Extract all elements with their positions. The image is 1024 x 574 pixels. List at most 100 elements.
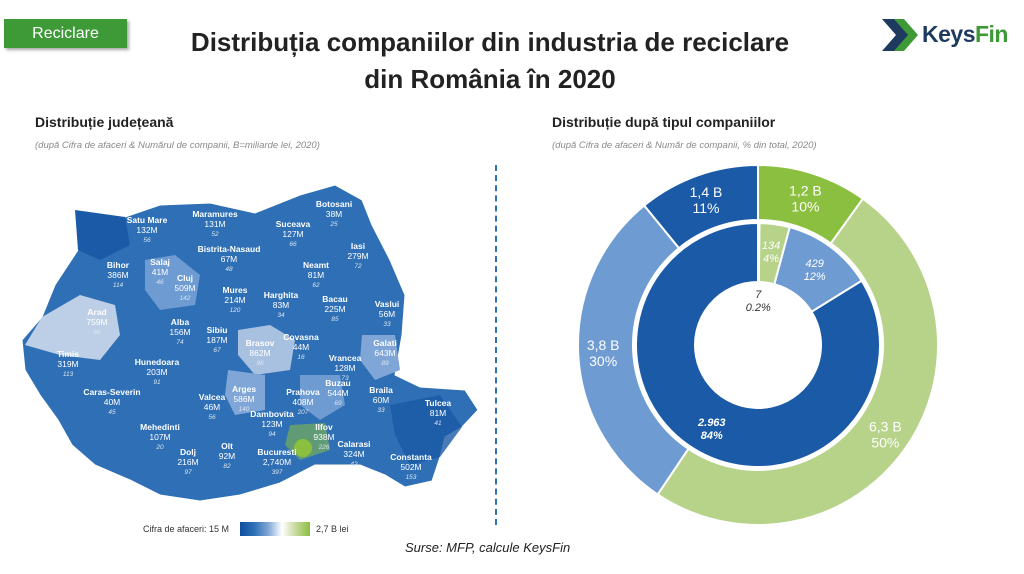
county-name-label: Bucuresti: [257, 447, 296, 457]
county-turnover-label: 83M: [273, 300, 290, 310]
county-count-label: 69: [334, 400, 342, 407]
county-name-label: Botosani: [316, 199, 352, 209]
donut-pct-label: 12%: [804, 271, 826, 283]
county-count-label: 45: [108, 409, 116, 416]
county-name-label: Ilfov: [315, 422, 333, 432]
county-count-label: 98: [256, 360, 264, 367]
county-turnover-label: 81M: [430, 408, 447, 418]
county-turnover-label: 544M: [327, 388, 348, 398]
county-name-label: Harghita: [264, 290, 299, 300]
county-count-label: 97: [184, 469, 192, 476]
county-count-label: 94: [268, 431, 276, 438]
county-turnover-label: 386M: [107, 270, 128, 280]
logo-wordmark: KeysFin: [922, 21, 1008, 48]
chevron-logo-icon: [882, 19, 918, 51]
county-name-label: Covasna: [283, 332, 319, 342]
county-name-label: Mures: [222, 285, 247, 295]
county-count-label: 140: [239, 406, 250, 413]
source-note: Surse: MFP, calcule KeysFin: [405, 540, 571, 555]
county-name-label: Mehedinti: [140, 422, 180, 432]
county-count-label: 56: [208, 414, 216, 421]
county-count-label: 85: [331, 316, 339, 323]
county-buzau: [300, 375, 345, 420]
county-cluj: [145, 255, 200, 310]
county-count-label: 16: [297, 354, 305, 361]
county-turnover-label: 203M: [146, 367, 167, 377]
county-turnover-label: 41M: [152, 267, 169, 277]
county-turnover-label: 643M: [374, 348, 395, 358]
county-turnover-label: 2,740M: [263, 457, 291, 467]
donut-outer-ring: [577, 163, 939, 526]
logo-text-fin: Fin: [974, 21, 1009, 47]
county-turnover-label: 225M: [324, 304, 345, 314]
county-turnover-label: 60M: [373, 395, 390, 405]
county-brasov: [238, 325, 295, 375]
county-count-label: 33: [383, 321, 391, 328]
county-name-label: Bacau: [322, 294, 348, 304]
county-name-label: Neamt: [303, 260, 329, 270]
county-turnover-label: 81M: [308, 270, 325, 280]
donut-slice: [642, 163, 759, 250]
section-divider: [495, 165, 497, 525]
donut-value-label: 1,4 B: [690, 184, 723, 200]
county-name-label: Satu Mare: [127, 215, 168, 225]
county-name-label: Salaj: [150, 257, 170, 267]
county-count-label: 113: [63, 371, 74, 378]
county-count-label: 120: [230, 307, 241, 314]
county-name-label: Tulcea: [425, 398, 452, 408]
county-name-label: Vaslui: [375, 299, 400, 309]
county-count-label: 33: [377, 407, 385, 414]
county-name-label: Dolj: [180, 447, 196, 457]
donut-value-label: 134: [762, 240, 780, 252]
county-name-label: Iasi: [351, 241, 365, 251]
legend-gradient: [240, 522, 310, 536]
county-turnover-label: 408M: [292, 397, 313, 407]
county-turnover-label: 123M: [261, 419, 282, 429]
county-count-label: 46: [156, 279, 164, 286]
county-turnover-label: 938M: [313, 432, 334, 442]
county-turnover-label: 92M: [219, 451, 236, 461]
county-turnover-label: 319M: [57, 359, 78, 369]
county-arad: [25, 295, 120, 360]
donut-slice: [656, 197, 939, 526]
county-count-label: 74: [176, 339, 184, 346]
county-count-label: 397: [272, 469, 283, 476]
county-count-label: 25: [329, 221, 338, 228]
keysfin-logo: KeysFin: [880, 15, 1020, 55]
county-turnover-label: 214M: [224, 295, 245, 305]
county-count-label: 20: [155, 444, 164, 451]
county-count-label: 52: [211, 231, 219, 238]
donut-value-label: 3,8 B: [587, 337, 620, 353]
county-name-label: Braila: [369, 385, 393, 395]
county-turnover-label: 216M: [177, 457, 198, 467]
county-count-label: 42: [350, 461, 358, 468]
county-turnover-label: 128M: [334, 363, 355, 373]
map-labels: Satu Mare132M56Maramures131M52Botosani38…: [57, 199, 451, 481]
county-name-label: Sibiu: [207, 325, 228, 335]
county-turnover-label: 586M: [233, 394, 254, 404]
donut-pct-label: 4%: [763, 253, 779, 265]
donut-pct-label: 84%: [701, 430, 723, 442]
company-type-donut: 1,2 B10% 6,3 B50% 3,8 B30% 1,4 B11% 70.2% 134…: [577, 163, 939, 526]
donut-slice: [577, 204, 690, 496]
county-turnover-label: 156M: [169, 327, 190, 337]
county-arges: [225, 370, 265, 415]
county-name-label: Galati: [373, 338, 397, 348]
county-count-label: 34: [277, 312, 285, 319]
county-name-label: Valcea: [199, 392, 226, 402]
county-name-label: Alba: [171, 317, 190, 327]
left-heading: Distribuție județeană: [35, 114, 174, 130]
county-turnover-label: 56M: [379, 309, 396, 319]
donut-hole: [695, 282, 821, 408]
county-name-label: Calarasi: [337, 439, 370, 449]
county-name-label: Bihor: [107, 260, 130, 270]
county-count-label: 73: [341, 375, 349, 382]
category-badge: Reciclare: [4, 19, 127, 48]
county-count-label: 72: [354, 263, 362, 270]
county-turnover-label: 38M: [326, 209, 343, 219]
county-turnover-label: 40M: [104, 397, 121, 407]
county-turnover-label: 127M: [282, 229, 303, 239]
county-name-label: Prahova: [286, 387, 320, 397]
left-note: (după Cifra de afaceri & Numărul de comp…: [35, 140, 320, 151]
title-line-2: din România în 2020: [364, 64, 616, 94]
